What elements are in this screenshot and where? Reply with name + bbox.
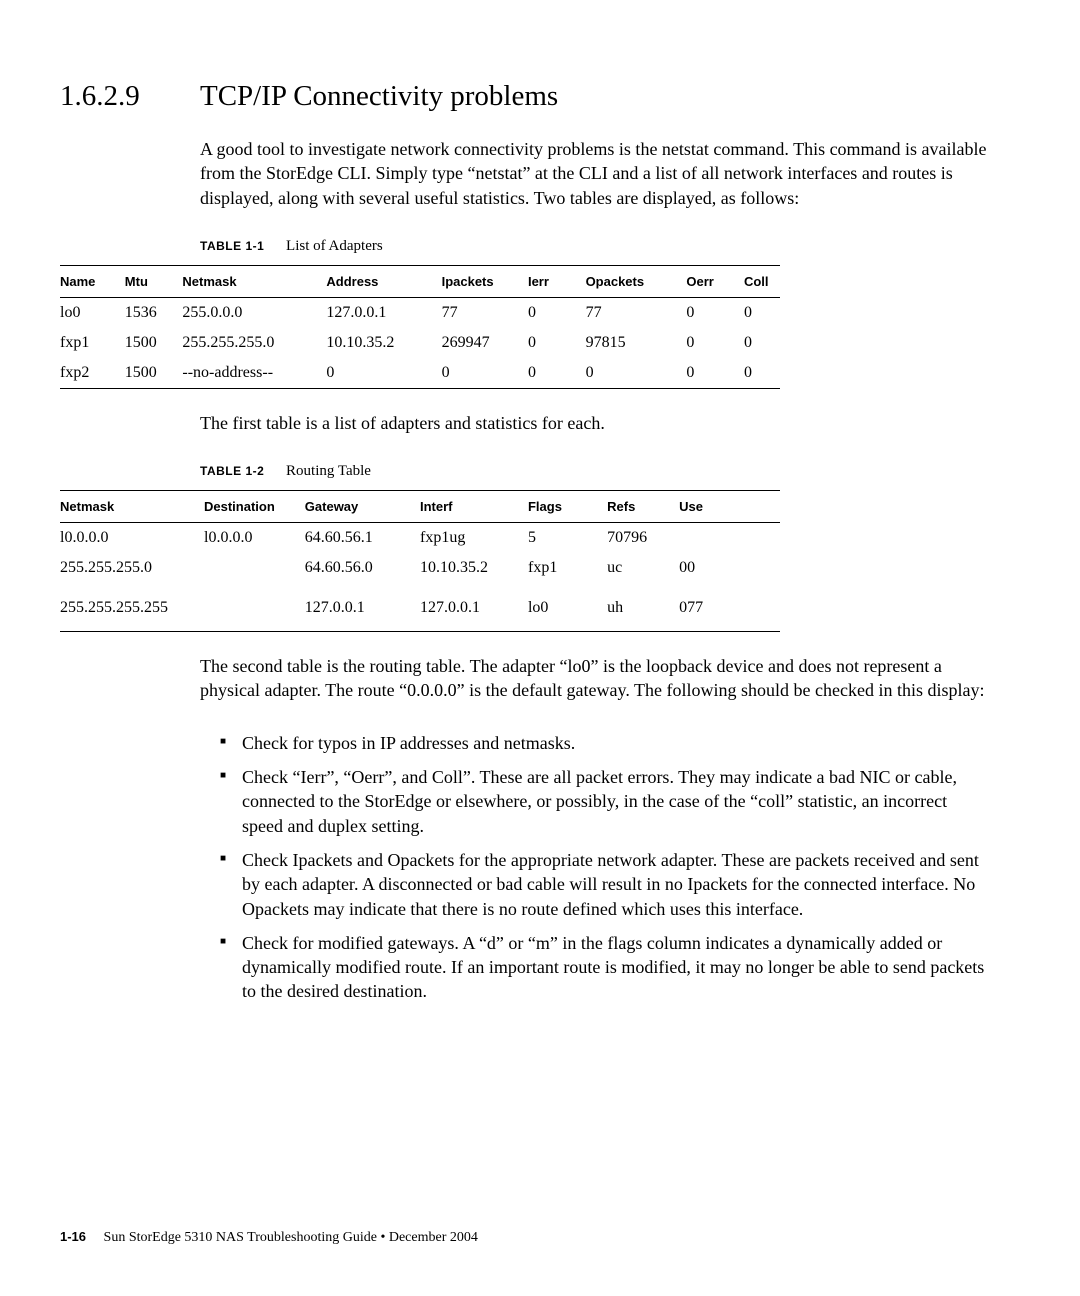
table-row: l0.0.0.0l0.0.0.064.60.56.1fxp1ug570796	[60, 523, 780, 554]
table-cell: 0	[586, 358, 687, 389]
checklist-item: Check Ipackets and Opackets for the appr…	[220, 848, 990, 921]
column-header: Netmask	[60, 491, 204, 523]
column-header: Oerr	[686, 265, 744, 297]
column-header: Flags	[528, 491, 607, 523]
column-header: Opackets	[586, 265, 687, 297]
table-row: 255.255.255.0 64.60.56.010.10.35.2fxp1uc0…	[60, 553, 780, 583]
table-cell: 64.60.56.1	[305, 523, 420, 554]
table-cell	[679, 523, 780, 554]
table-cell: 0	[528, 328, 586, 358]
table-cell: l0.0.0.0	[60, 523, 204, 554]
table-cell: 0	[686, 358, 744, 389]
table-cell: 97815	[586, 328, 687, 358]
table-cell: 5	[528, 523, 607, 554]
table-header-row: NameMtuNetmaskAddressIpacketsIerrOpacket…	[60, 265, 780, 297]
table-cell: lo0	[528, 583, 607, 632]
footer-page-number: 1-16	[60, 1229, 86, 1244]
checklist-item: Check for typos in IP addresses and netm…	[220, 731, 990, 755]
table-cell: 10.10.35.2	[326, 328, 441, 358]
table-cell: --no-address--	[182, 358, 326, 389]
after-table1-text: The first table is a list of adapters an…	[200, 411, 990, 435]
table1-caption-text: List of Adapters	[286, 238, 383, 254]
table-cell: 1500	[125, 358, 183, 389]
table-cell: 0	[686, 328, 744, 358]
table1-caption: TABLE 1-1 List of Adapters	[200, 238, 990, 255]
table-cell: 0	[744, 328, 780, 358]
table-cell: l0.0.0.0	[204, 523, 305, 554]
table-row: 255.255.255.255127.0.0.1127.0.0.1lo0uh07…	[60, 583, 780, 632]
section-title: TCP/IP Connectivity problems	[200, 80, 558, 113]
column-header: Coll	[744, 265, 780, 297]
table-cell: 0	[528, 358, 586, 389]
after-table2-text: The second table is the routing table. T…	[200, 654, 990, 703]
adapters-table: NameMtuNetmaskAddressIpacketsIerrOpacket…	[60, 265, 780, 389]
checklist-item: Check “Ierr”, “Oerr”, and Coll”. These a…	[220, 765, 990, 838]
checklist-item: Check for modified gateways. A “d” or “m…	[220, 931, 990, 1004]
table-cell: 0	[326, 358, 441, 389]
column-header: Refs	[607, 491, 679, 523]
section-heading: 1.6.2.9 TCP/IP Connectivity problems	[60, 80, 990, 113]
table-cell: 0	[442, 358, 528, 389]
table-cell: fxp1	[528, 553, 607, 583]
column-header: Use	[679, 491, 780, 523]
column-header: Ierr	[528, 265, 586, 297]
section-number: 1.6.2.9	[60, 80, 200, 113]
table-cell: 0	[744, 297, 780, 328]
page-footer: 1-16 Sun StorEdge 5310 NAS Troubleshooti…	[60, 1229, 478, 1246]
table-cell: 64.60.56.0	[305, 553, 420, 583]
table-cell: 1500	[125, 328, 183, 358]
table-cell: 10.10.35.2	[420, 553, 528, 583]
table-cell: 255.255.255.255	[60, 583, 204, 632]
table-cell: uh	[607, 583, 679, 632]
table-cell: 70796	[607, 523, 679, 554]
intro-paragraph: A good tool to investigate network conne…	[200, 137, 990, 210]
column-header: Name	[60, 265, 125, 297]
table-cell: fxp1ug	[420, 523, 528, 554]
table-cell: 255.0.0.0	[182, 297, 326, 328]
table-cell: 77	[442, 297, 528, 328]
table-cell: 127.0.0.1	[326, 297, 441, 328]
table-cell: lo0	[60, 297, 125, 328]
table-header-row: NetmaskDestinationGatewayInterfFlagsRefs…	[60, 491, 780, 523]
column-header: Interf	[420, 491, 528, 523]
table2-caption: TABLE 1-2 Routing Table	[200, 463, 990, 480]
table2-label: TABLE 1-2	[200, 464, 264, 478]
column-header: Netmask	[182, 265, 326, 297]
table-cell: 1536	[125, 297, 183, 328]
table-cell: 0	[744, 358, 780, 389]
table-cell: 127.0.0.1	[305, 583, 420, 632]
table-cell: 077	[679, 583, 780, 632]
table-cell: 00	[679, 553, 780, 583]
column-header: Mtu	[125, 265, 183, 297]
footer-text: Sun StorEdge 5310 NAS Troubleshooting Gu…	[104, 1230, 478, 1245]
table-row: fxp21500--no-address--000000	[60, 358, 780, 389]
table-cell	[204, 583, 305, 632]
routing-table: NetmaskDestinationGatewayInterfFlagsRefs…	[60, 490, 780, 632]
table-cell: fxp1	[60, 328, 125, 358]
table2-caption-text: Routing Table	[286, 463, 371, 479]
table-cell: 127.0.0.1	[420, 583, 528, 632]
table-row: lo01536255.0.0.0127.0.0.17707700	[60, 297, 780, 328]
column-header: Gateway	[305, 491, 420, 523]
column-header: Destination	[204, 491, 305, 523]
table-cell: 77	[586, 297, 687, 328]
table-cell: uc	[607, 553, 679, 583]
table-cell: 255.255.255.0	[182, 328, 326, 358]
table-cell: 0	[528, 297, 586, 328]
checklist: Check for typos in IP addresses and netm…	[220, 731, 990, 1004]
table-cell: 269947	[442, 328, 528, 358]
table-cell: 0	[686, 297, 744, 328]
table-row: fxp11500255.255.255.010.10.35.2269947097…	[60, 328, 780, 358]
table-cell: 255.255.255.0	[60, 553, 204, 583]
column-header: Address	[326, 265, 441, 297]
table-cell	[204, 553, 305, 583]
table-cell: fxp2	[60, 358, 125, 389]
table1-label: TABLE 1-1	[200, 239, 264, 253]
column-header: Ipackets	[442, 265, 528, 297]
